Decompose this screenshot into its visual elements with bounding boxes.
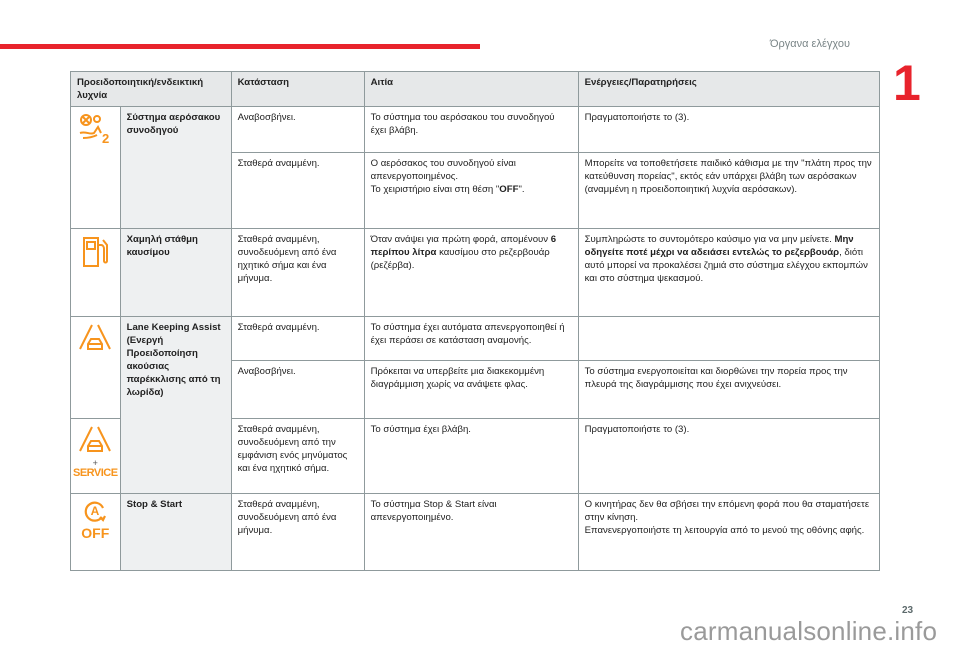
action-text: , διότι αυτό μπορεί να προκαλέσει ζημιά … — [584, 247, 868, 284]
state-cell: Αναβοσβήνει. — [230, 106, 365, 153]
page-number: 23 — [902, 605, 914, 616]
cause-text: ". — [518, 184, 525, 195]
action-cell: Συμπληρώστε το συντομότερο καύσιμο για ν… — [577, 228, 880, 317]
cause-cell: Το σύστημα του αερόσακου του συνοδηγού έ… — [363, 106, 579, 153]
fuel-pump-icon — [70, 228, 121, 317]
section-title: Όργανα ελέγχου — [770, 38, 850, 50]
header-cause: Αιτία — [363, 71, 579, 107]
cause-cell: Το σύστημα έχει βλάβη. — [363, 418, 579, 494]
action-text: Ο κινητήρας δεν θα σβήσει την επόμενη φο… — [584, 499, 870, 523]
action-cell: Μπορείτε να τοποθετήσετε παιδικό κάθισμα… — [577, 152, 880, 229]
cause-cell: Πρόκειται να υπερβείτε μια διακεκομμένη … — [363, 360, 579, 419]
state-cell: Σταθερά αναμμένη, συνοδευόμενη από ένα μ… — [230, 493, 365, 571]
header-lamp: Προειδοποιητική/ενδεικτική λυχνία — [70, 71, 232, 107]
warning-lights-table: Προειδοποιητική/ενδεικτική λυχνία Κατάστ… — [70, 71, 880, 571]
cause-cell: Το σύστημα έχει αυτόματα απενεργοποιηθεί… — [363, 316, 579, 361]
watermark: carmanualsonline.info — [680, 616, 938, 646]
off-label: OFF — [81, 525, 110, 541]
cause-text: καυσίμου στο ρεζερβουάρ (ρεζέρβα). — [370, 247, 550, 271]
stop-start-off-icon: A OFF — [70, 493, 121, 571]
state-cell: Αναβοσβήνει. — [230, 360, 365, 419]
table-header-row: Προειδοποιητική/ενδεικτική λυχνία Κατάστ… — [70, 71, 880, 107]
service-label: SERVICE — [73, 467, 118, 479]
lane-keeping-service-icon: + SERVICE — [70, 418, 121, 494]
cause-cell: Όταν ανάψει για πρώτη φορά, απομένουν 6 … — [363, 228, 579, 317]
cause-bold: 6 περίπου λίτρα — [370, 234, 557, 258]
svg-text:A: A — [91, 504, 100, 518]
action-cell — [577, 316, 880, 361]
table-row: + SERVICE Σταθερά αναμμένη, συνοδευόμενη… — [70, 418, 880, 494]
cause-text: Όταν ανάψει για πρώτη φορά, απομένουν — [370, 234, 551, 245]
chapter-number: 1 — [893, 55, 921, 111]
table-row: Αναβοσβήνει. Πρόκειται να υπερβείτε μια … — [71, 360, 880, 419]
state-cell: Σταθερά αναμμένη. — [230, 316, 365, 361]
action-cell: Το σύστημα ενεργοποιείται και διορθώνει … — [577, 360, 880, 419]
table-row: Χαμηλή στάθμη καυσίμου Σταθερά αναμμένη,… — [70, 228, 880, 317]
action-cell: Πραγματοποιήστε το (3). — [577, 106, 880, 153]
table-row: Σταθερά αναμμένη. Ο αερόσακος του συνοδη… — [71, 152, 880, 229]
action-cell: Ο κινητήρας δεν θα σβήσει την επόμενη φο… — [577, 493, 880, 571]
table-row: Lane Keeping Assist (Ενεργή Προειδοποίησ… — [70, 316, 880, 494]
lane-keeping-icon — [70, 316, 121, 419]
state-cell: Σταθερά αναμμένη. — [230, 152, 365, 229]
header-accent-bar — [0, 44, 480, 49]
action-text: Επανενεργοποιήστε τη λειτουργία από το μ… — [584, 525, 865, 536]
svg-text:2: 2 — [102, 131, 109, 145]
plus-sign: + — [92, 458, 98, 468]
action-bold: Μην οδηγείτε ποτέ μέχρι να αδειάσει εντε… — [584, 234, 854, 258]
cause-text: Ο αερόσακος του συνοδηγού είναι απενεργο… — [370, 158, 516, 182]
lamp-name: Lane Keeping Assist (Ενεργή Προειδοποίησ… — [119, 316, 232, 494]
passenger-airbag-off-icon: 2 — [70, 106, 121, 229]
table-row: A OFF Stop & Start Σταθερά αναμμένη, συν… — [70, 493, 880, 571]
action-text: Συμπληρώστε το συντομότερο καύσιμο για ν… — [584, 234, 835, 245]
lamp-name: Σύστημα αερόσακου συνοδηγού — [119, 106, 232, 229]
header-state: Κατάσταση — [230, 71, 365, 107]
cause-cell: Το σύστημα Stop & Start είναι απενεργοπο… — [363, 493, 579, 571]
table-row: 2 Σύστημα αερόσακου συνοδηγού Αναβοσβήνε… — [70, 106, 880, 229]
lamp-name: Stop & Start — [119, 493, 232, 571]
action-cell: Πραγματοποιήστε το (3). — [577, 418, 880, 494]
cause-text: Το χειριστήριο είναι στη θέση " — [370, 184, 500, 195]
lamp-name: Χαμηλή στάθμη καυσίμου — [119, 228, 232, 317]
cause-cell: Ο αερόσακος του συνοδηγού είναι απενεργο… — [363, 152, 579, 229]
cause-bold: OFF — [499, 184, 519, 195]
state-cell: Σταθερά αναμμένη, συνοδευόμενη από την ε… — [230, 418, 365, 494]
state-cell: Σταθερά αναμμένη, συνοδευόμενη από ένα η… — [230, 228, 365, 317]
header-action: Ενέργειες/Παρατηρήσεις — [577, 71, 880, 107]
